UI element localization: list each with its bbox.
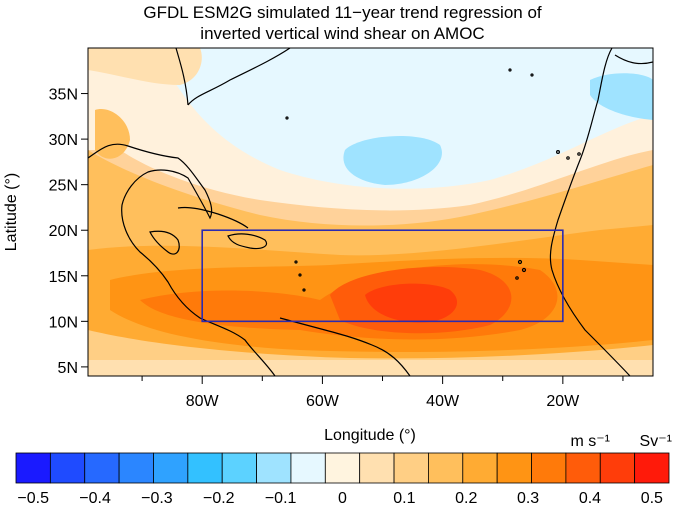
- lat-tick-label: 10N: [49, 314, 78, 331]
- colorbar: [15, 452, 670, 484]
- lat-tick-label: 20N: [49, 223, 78, 240]
- colorbar-tick-label: 0.3: [517, 490, 539, 505]
- x-axis-label: Longitude (°): [324, 427, 416, 444]
- lat-tick-label: 30N: [49, 132, 78, 149]
- lon-tick-label: 60W: [306, 393, 340, 410]
- y-axis-label: Latitude (°): [3, 173, 20, 251]
- colorbar-tick-label: 0.4: [579, 490, 601, 505]
- figure-title-line1: GFDL ESM2G simulated 11−year trend regre…: [143, 3, 542, 22]
- colorbar-swatch: [531, 452, 567, 484]
- colorbar-tick-label: −0.1: [265, 490, 297, 505]
- colorbar-swatch: [187, 452, 223, 484]
- colorbar-swatch: [462, 452, 498, 484]
- colorbar-swatch: [359, 452, 395, 484]
- colorbar-tick-label: −0.3: [141, 490, 173, 505]
- map-frame: [87, 47, 654, 377]
- lat-tick-label: 5N: [58, 360, 78, 377]
- colorbar-swatch: [84, 452, 120, 484]
- colorbar-tick-label: 0.5: [641, 490, 663, 505]
- colorbar-swatch: [599, 452, 636, 484]
- colorbar-swatch: [565, 452, 601, 484]
- colorbar-tick-label: −0.5: [17, 490, 49, 505]
- colorbar-swatch: [324, 452, 361, 484]
- lon-tick-label: 40W: [426, 393, 460, 410]
- colorbar-tick-label: 0.1: [393, 490, 415, 505]
- colorbar-units-right: Sv⁻¹: [640, 433, 672, 450]
- longitude-axis: 80W 60W 40W 20W: [141, 376, 624, 410]
- colorbar-tick-label: 0: [338, 490, 347, 505]
- lat-tick-label: 25N: [49, 178, 78, 195]
- figure-title-line2: inverted vertical wind shear on AMOC: [200, 24, 485, 43]
- coastlines: [88, 48, 653, 376]
- colorbar-tick-label: −0.2: [203, 490, 235, 505]
- lat-tick-label: 15N: [49, 269, 78, 286]
- colorbar-swatch: [428, 452, 464, 484]
- lat-tick-label: 35N: [49, 87, 78, 104]
- colorbar-tick-label: 0.2: [455, 490, 477, 505]
- colorbar-swatch: [153, 452, 189, 484]
- colorbar-units-left: m s⁻¹: [570, 433, 610, 450]
- region-box: [201, 229, 564, 323]
- colorbar-ticks: −0.5 −0.4 −0.3 −0.2 −0.1 0 0.1 0.2 0.3 0.4 0.5: [17, 490, 663, 505]
- colorbar-swatch: [49, 452, 86, 484]
- colorbar-swatch: [496, 452, 532, 484]
- colorbar-swatch: [15, 452, 51, 484]
- colorbar-swatch: [290, 452, 326, 484]
- lon-tick-label: 20W: [546, 393, 580, 410]
- colorbar-swatch: [634, 452, 670, 484]
- contour-field: [88, 48, 653, 376]
- colorbar-tick-label: −0.4: [79, 490, 111, 505]
- lon-tick-label: 80W: [186, 393, 220, 410]
- latitude-axis: 35N 30N 25N 20N 15N 10N 5N: [49, 87, 88, 377]
- colorbar-swatch: [221, 452, 257, 484]
- colorbar-swatch: [256, 452, 292, 484]
- colorbar-swatch: [118, 452, 154, 484]
- colorbar-swatch: [393, 452, 429, 484]
